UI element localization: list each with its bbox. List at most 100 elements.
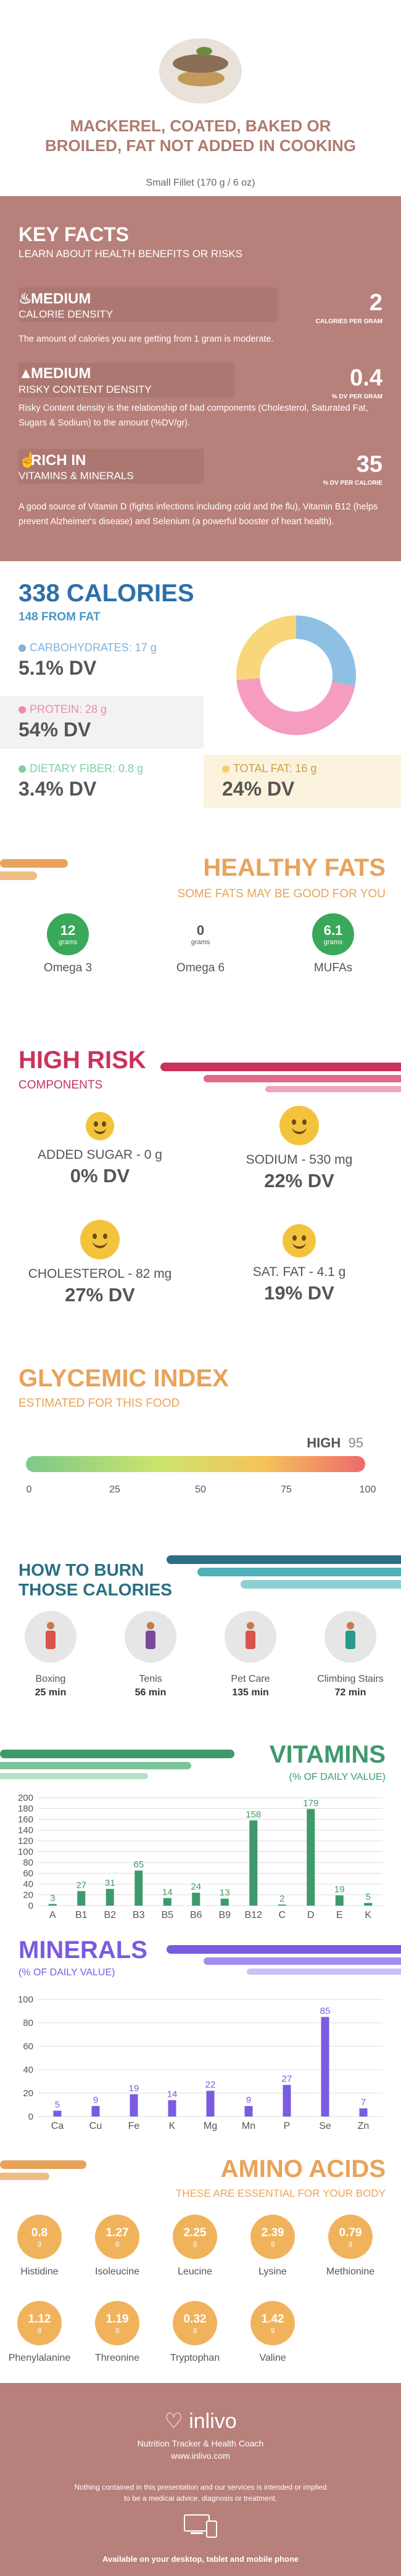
- activity-minutes: 56 min: [134, 1687, 167, 1698]
- x-tick-label: K: [169, 2121, 176, 2131]
- x-tick-label: Zn: [358, 2121, 370, 2131]
- y-tick-label: 0: [28, 2112, 33, 2122]
- activity-pet-care: Pet Care 135 min: [210, 1611, 291, 1698]
- y-tick-label: 100: [18, 1994, 33, 2005]
- serving-size: Small Fillet (170 g / 6 oz): [146, 178, 255, 188]
- high-risk-subtitle: COMPONENTS: [19, 1079, 103, 1092]
- amino-value-badge: 1.27 g: [95, 2215, 139, 2259]
- bar-A: [48, 1904, 57, 1906]
- bar-C: [278, 1904, 286, 1906]
- key-fact-value: 2: [369, 290, 382, 316]
- footer-url[interactable]: www.inlivo.com: [171, 2451, 230, 2461]
- fat-dot-icon: [222, 765, 229, 773]
- amino-name: Histidine: [20, 2266, 59, 2277]
- glycemic-scale-bar: [26, 1456, 365, 1472]
- x-tick-label: B3: [133, 1910, 145, 1920]
- fat-name: Omega 6: [176, 961, 225, 974]
- y-tick-label: 80: [23, 2018, 33, 2028]
- amino-value-badge: 0.8 g: [17, 2215, 62, 2259]
- logo-text: inlivo: [189, 2409, 237, 2433]
- x-tick-label: A: [49, 1910, 56, 1920]
- thumbs-up-icon: ☝: [19, 452, 37, 469]
- healthy-fats-title: HEALTHY FATS: [203, 854, 386, 881]
- burn-title-2: THOSE CALORIES: [19, 1580, 172, 1599]
- amino-value: 0.79: [339, 2226, 362, 2239]
- stairs-icon: [325, 1611, 376, 1663]
- amino-subtitle: THESE ARE ESSENTIAL FOR YOUR BODY: [175, 2187, 386, 2199]
- macro-fiber: DIETARY FIBER: 0.8 g 3.4% DV: [0, 755, 204, 808]
- minerals-title: MINERALS: [19, 1936, 147, 1964]
- bar-value-label: 14: [162, 1887, 173, 1898]
- amino-value: 0.32: [183, 2313, 207, 2326]
- amino-name: Leucine: [177, 2266, 213, 2277]
- amino-value: 1.27: [105, 2226, 129, 2239]
- bar-value-label: 85: [320, 2006, 331, 2017]
- glycemic-level-text: HIGH: [307, 1435, 341, 1451]
- amino-unit: g: [115, 2326, 120, 2334]
- bar-K: [364, 1903, 373, 1906]
- key-fact-unit: % DV PER GRAM: [331, 393, 382, 400]
- risk-dv: 22% DV: [264, 1170, 334, 1191]
- fat-value: 12: [60, 923, 76, 938]
- minerals-bar-chart: 0 20 40 60 80 100 5 Ca 9 Cu 19 Fe 14 K 22 Mg 9 Mn 27 P 85 Se 7…: [18, 1994, 382, 2131]
- calories-from-fat: 148 FROM FAT: [19, 611, 101, 623]
- risk-cholesterol: CHOLESTEROL - 82 mg 27% DV: [7, 1220, 192, 1306]
- amino-leucine: 2.25 g Leucine: [157, 2215, 233, 2278]
- macro-label: TOTAL FAT: 16 g: [233, 762, 317, 775]
- bar-Ca: [53, 2110, 62, 2117]
- amino-value: 1.12: [28, 2313, 51, 2326]
- x-tick-label: P: [284, 2121, 291, 2131]
- amino-name: Threonine: [94, 2353, 140, 2363]
- bar-value-label: 13: [220, 1888, 230, 1898]
- amino-tryptophan: 0.32 g Tryptophan: [157, 2301, 233, 2364]
- bar-B9: [220, 1898, 229, 1906]
- risk-label: SODIUM - 530 mg: [246, 1153, 353, 1167]
- amino-value: 1.19: [105, 2313, 129, 2326]
- amino-title: AMINO ACIDS: [220, 2155, 386, 2183]
- fat-item-omega6: 0 grams Omega 6: [154, 913, 247, 975]
- glycemic-title: GLYCEMIC INDEX: [19, 1365, 229, 1392]
- glycemic-value: 95: [348, 1435, 363, 1451]
- y-tick-label: 140: [18, 1825, 33, 1836]
- warning-icon: ▲: [19, 365, 33, 382]
- amino-name: Methionine: [326, 2266, 375, 2277]
- vitamins-title: VITAMINS: [269, 1741, 386, 1768]
- amino-value-badge: 1.12 g: [17, 2301, 62, 2345]
- glycemic-index-section: GLYCEMIC INDEX ESTIMATED FOR THIS FOOD H…: [0, 1355, 401, 1544]
- amino-value-badge: 1.42 g: [250, 2301, 295, 2345]
- tennis-icon: [125, 1611, 176, 1663]
- amino-phenylalanine: 1.12 g Phenylalanine: [1, 2301, 78, 2364]
- glycemic-tick: 50: [195, 1484, 206, 1495]
- bar-value-label: 2: [279, 1893, 284, 1904]
- glycemic-tick: 0: [26, 1484, 32, 1495]
- y-tick-label: 0: [28, 1901, 33, 1911]
- glycemic-tick: 25: [109, 1484, 120, 1495]
- y-tick-label: 180: [18, 1804, 33, 1814]
- bar-value-label: 9: [246, 2095, 251, 2105]
- bar-D: [307, 1809, 315, 1906]
- amino-value-badge: 0.79 g: [328, 2215, 373, 2259]
- bar-Mg: [206, 2091, 215, 2117]
- x-tick-label: B2: [104, 1910, 116, 1920]
- bar-value-label: 22: [205, 2080, 216, 2090]
- activity-name: Pet Care: [231, 1674, 270, 1684]
- bar-value-label: 5: [55, 2100, 60, 2110]
- y-tick-label: 20: [23, 1890, 33, 1901]
- key-fact-calorie-density: ♨MEDIUM CALORIE DENSITY 2 CALORIES PER G…: [19, 287, 382, 364]
- pet-care-icon: [225, 1611, 276, 1663]
- macro-dv: 3.4% DV: [19, 778, 97, 800]
- amino-unit: g: [192, 2240, 197, 2247]
- activity-minutes: 135 min: [232, 1687, 269, 1698]
- macro-fat: TOTAL FAT: 16 g 24% DV: [204, 755, 401, 808]
- macro-dv: 24% DV: [222, 778, 295, 800]
- bar-B6: [192, 1893, 200, 1906]
- y-tick-label: 200: [18, 1793, 33, 1803]
- amino-value: 0.8: [31, 2226, 48, 2239]
- fat-value-badge: 6.1 grams: [312, 913, 354, 955]
- fat-value: 6.1: [323, 923, 343, 938]
- bar-value-label: 7: [361, 2097, 366, 2108]
- x-tick-label: Mn: [242, 2121, 255, 2131]
- bar-value-label: 27: [76, 1880, 86, 1890]
- bar-B2: [105, 1888, 114, 1906]
